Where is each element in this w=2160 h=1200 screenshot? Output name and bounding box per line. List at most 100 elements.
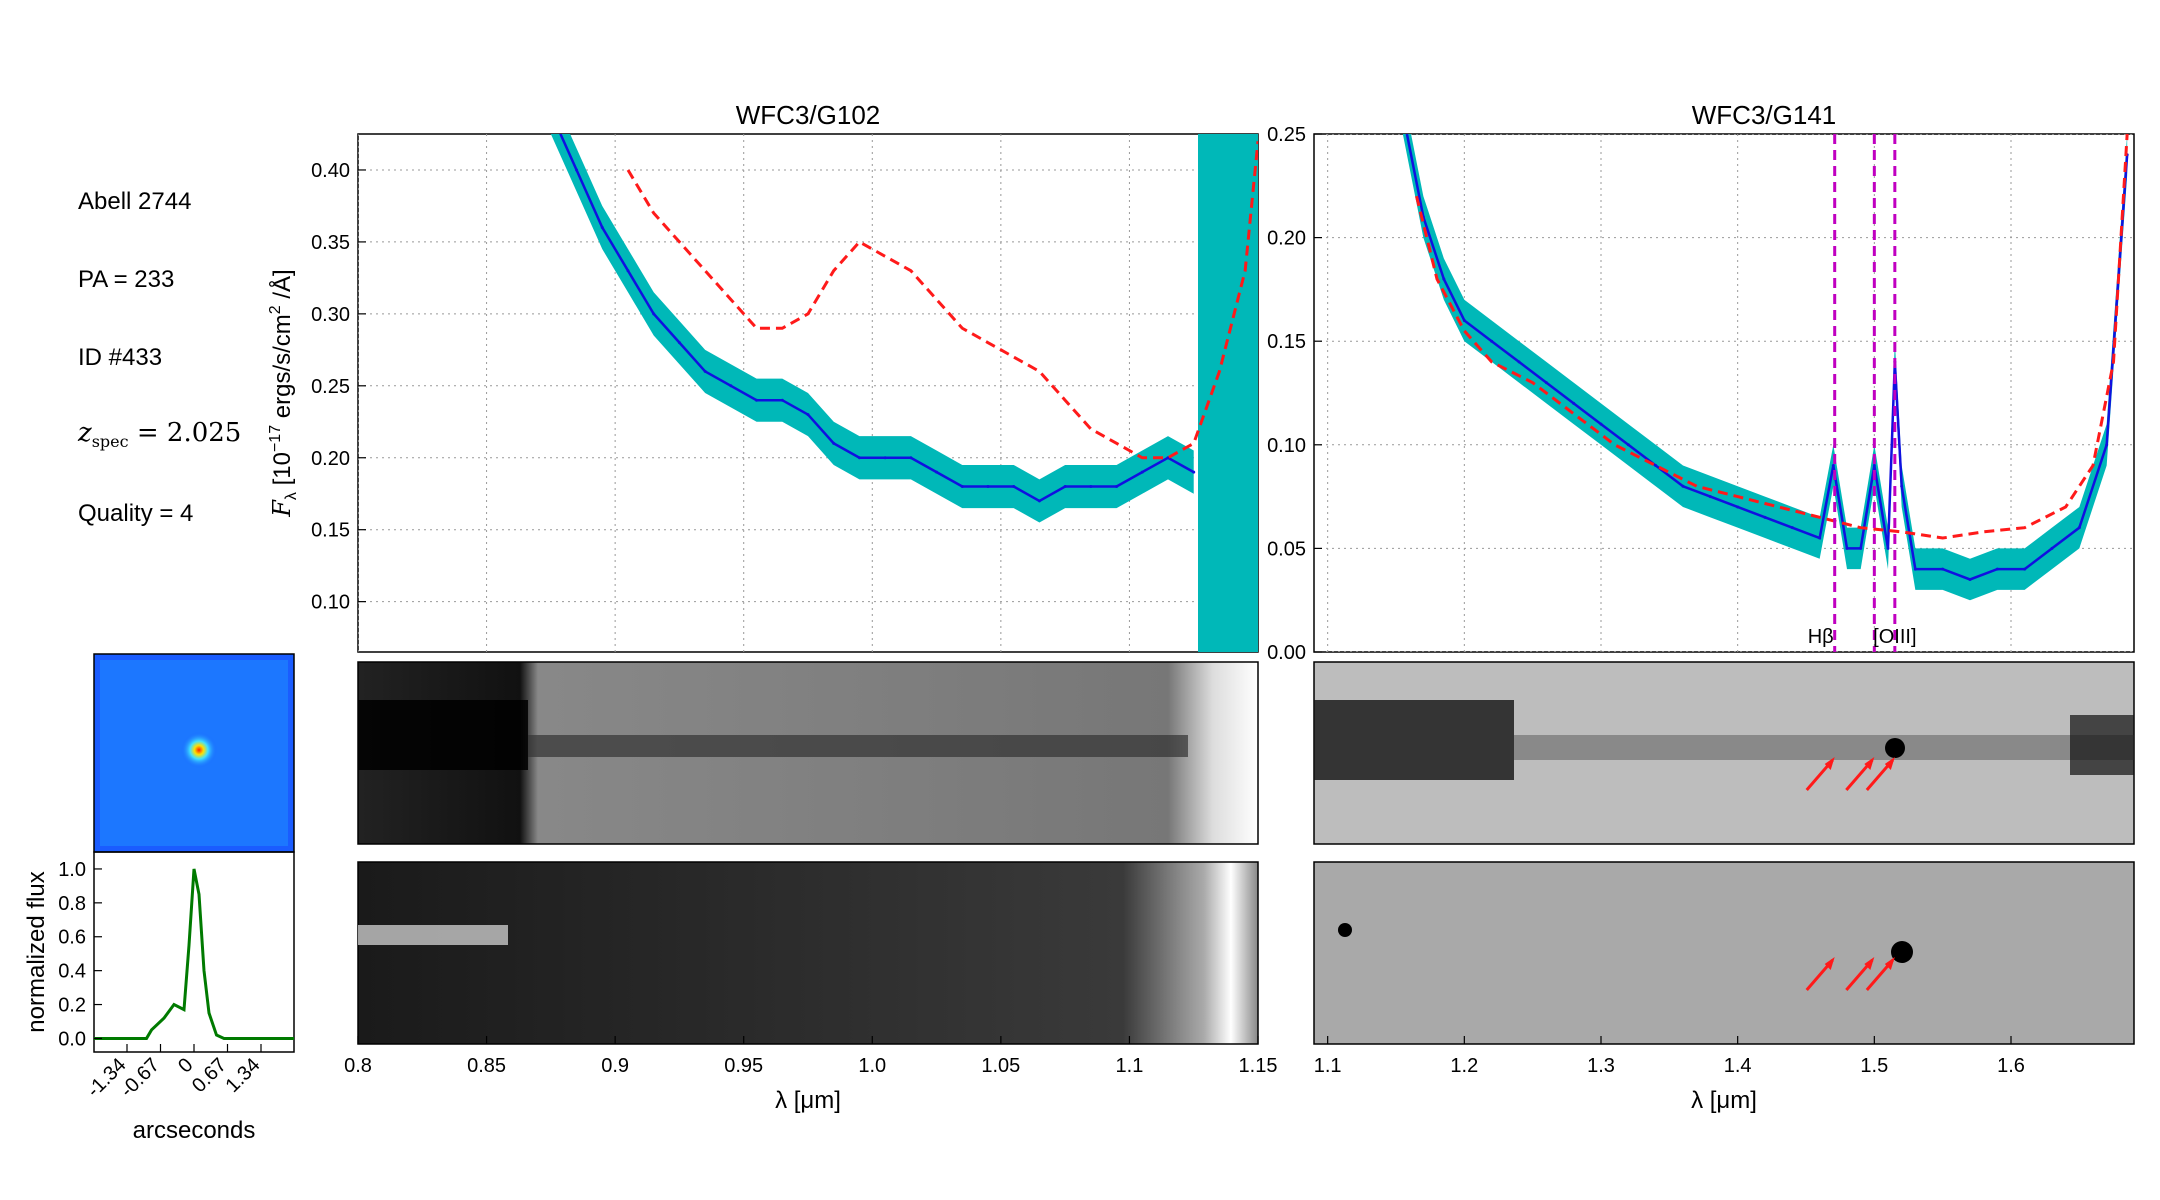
flux-point	[1442, 277, 1446, 281]
flux-point	[1140, 470, 1144, 474]
field-name: Abell 2744	[78, 188, 192, 215]
g102-model-line	[626, 141, 1258, 460]
g102-2d-model	[357, 861, 1259, 1045]
flux-point	[1790, 526, 1794, 530]
flux-point	[1886, 546, 1890, 550]
x-tick-label: 1.05	[981, 1055, 1020, 1077]
flux-point	[755, 398, 759, 402]
flux-point	[857, 456, 861, 460]
flux-point	[1192, 470, 1196, 474]
flux-point	[1845, 546, 1849, 550]
y-tick-label: 0.6	[58, 927, 86, 949]
y-tick-label: 0.4	[58, 961, 86, 983]
flux-point	[1462, 318, 1466, 322]
flux-point	[549, 111, 552, 114]
y-tick-label: 0.10	[311, 592, 350, 614]
flux-point	[780, 398, 784, 402]
g102-2d-contaminant	[358, 700, 528, 770]
profile-line	[94, 868, 294, 1040]
flux-point	[2050, 546, 2054, 550]
model-line	[1415, 134, 2129, 540]
arrow-head	[1864, 957, 1875, 970]
quality-flag: Quality = 4	[78, 500, 194, 527]
g141-2d-residual-blob	[1891, 941, 1913, 963]
arrow-head	[1884, 957, 1895, 970]
flux-point	[986, 485, 990, 489]
g141-y-ticks: 0.00 0.05 0.10 0.15 0.20 0.25	[1267, 124, 1322, 664]
flux-point	[1490, 339, 1494, 343]
flux-point	[1763, 515, 1767, 519]
x-tick-label: 1.5	[1860, 1055, 1888, 1077]
error-band	[550, 134, 1194, 523]
x-tick-label: 1.1	[1314, 1055, 1342, 1077]
emission-arrows	[1805, 757, 1895, 991]
emission-line-label: Hβ	[1808, 626, 1834, 648]
y-tick-label: 0.40	[311, 160, 350, 182]
flux-point	[960, 485, 964, 489]
g102-title: WFC3/G102	[735, 100, 881, 130]
model-line	[626, 141, 1258, 460]
g141-title: WFC3/G141	[1691, 100, 1837, 130]
position-angle: PA = 233	[78, 266, 175, 293]
g102-flux-line	[549, 111, 1196, 503]
arrow-head	[1824, 757, 1835, 770]
flux-point	[1517, 360, 1521, 364]
flux-point	[1736, 505, 1740, 509]
redshift-subscript: spec	[91, 432, 129, 452]
g141-2d-oiii-blob	[1885, 738, 1905, 758]
y-tick-label: 0.25	[311, 376, 350, 398]
flux-point	[935, 470, 939, 474]
flux-point	[1859, 546, 1863, 550]
flux-line	[559, 134, 1195, 503]
g102-masked-region	[1198, 134, 1258, 652]
flux-point	[1626, 443, 1630, 447]
x-tick-label: 1.15	[1239, 1055, 1278, 1077]
flux-point	[1995, 567, 1999, 571]
flux-point	[909, 456, 913, 460]
x-tick-label: 0.9	[601, 1055, 629, 1077]
flux-point	[1012, 485, 1016, 489]
y-tick-label: 0.8	[58, 893, 86, 915]
g141-model-line	[1415, 134, 2129, 540]
flux-point	[1681, 484, 1685, 488]
g141-2d-contaminant	[1314, 700, 1514, 780]
x-tick-label: 1.34	[221, 1054, 264, 1097]
flux-point	[626, 269, 630, 273]
flux-point	[1115, 485, 1119, 489]
flux-point	[1913, 567, 1917, 571]
x-tick-label: 1.2	[1450, 1055, 1478, 1077]
g102-2d-model-trace	[358, 925, 508, 945]
x-tick-label: 0.85	[467, 1055, 506, 1077]
flux-point	[1572, 401, 1576, 405]
flux-point	[1544, 381, 1548, 385]
x-tick-label: 1.3	[1587, 1055, 1615, 1077]
flux-point	[1654, 464, 1658, 468]
g141-flux-line	[1405, 134, 2129, 581]
arrow-head	[1864, 757, 1875, 770]
g102-y-axis-label: Fλ [10−17 ergs/s/cm2 /Å]	[267, 269, 300, 517]
y-tick-label: 0.00	[1267, 642, 1306, 664]
profile-y-axis-label: normalized flux	[23, 871, 50, 1032]
flux-point	[600, 226, 604, 230]
x-tick-label: 1.4	[1724, 1055, 1752, 1077]
flux-point	[575, 168, 579, 172]
error-band	[1402, 134, 2128, 601]
g141-x-ticks: 1.1 1.2 1.3 1.4 1.5 1.6	[1314, 1036, 2025, 1077]
emission-line-label: [OIII]	[1873, 626, 1916, 648]
y-tick-label: 0.2	[58, 995, 86, 1017]
y-tick-label: 0.30	[311, 304, 350, 326]
x-tick-label: -0.67	[116, 1054, 164, 1102]
flux-point	[677, 341, 681, 345]
x-tick-label: 1.1	[1116, 1055, 1144, 1077]
flux-point	[652, 312, 656, 316]
y-tick-label: 0.15	[1267, 331, 1306, 353]
flux-point	[1831, 464, 1835, 468]
y-tick-label: 0.05	[1267, 538, 1306, 560]
g102-x-ticks: 0.8 0.85 0.9 0.95 1.0 1.05 1.1 1.15	[344, 1036, 1277, 1077]
flux-point	[883, 456, 887, 460]
profile-y-ticks: 0.0 0.2 0.4 0.6 0.8 1.0	[58, 859, 102, 1050]
g102-x-axis-label: λ [μm]	[775, 1087, 841, 1114]
y-tick-label: 0.20	[311, 448, 350, 470]
g102-y-ticks: 0.10 0.15 0.20 0.25 0.30 0.35 0.40	[311, 160, 366, 614]
redshift-symbol: z	[78, 418, 92, 448]
